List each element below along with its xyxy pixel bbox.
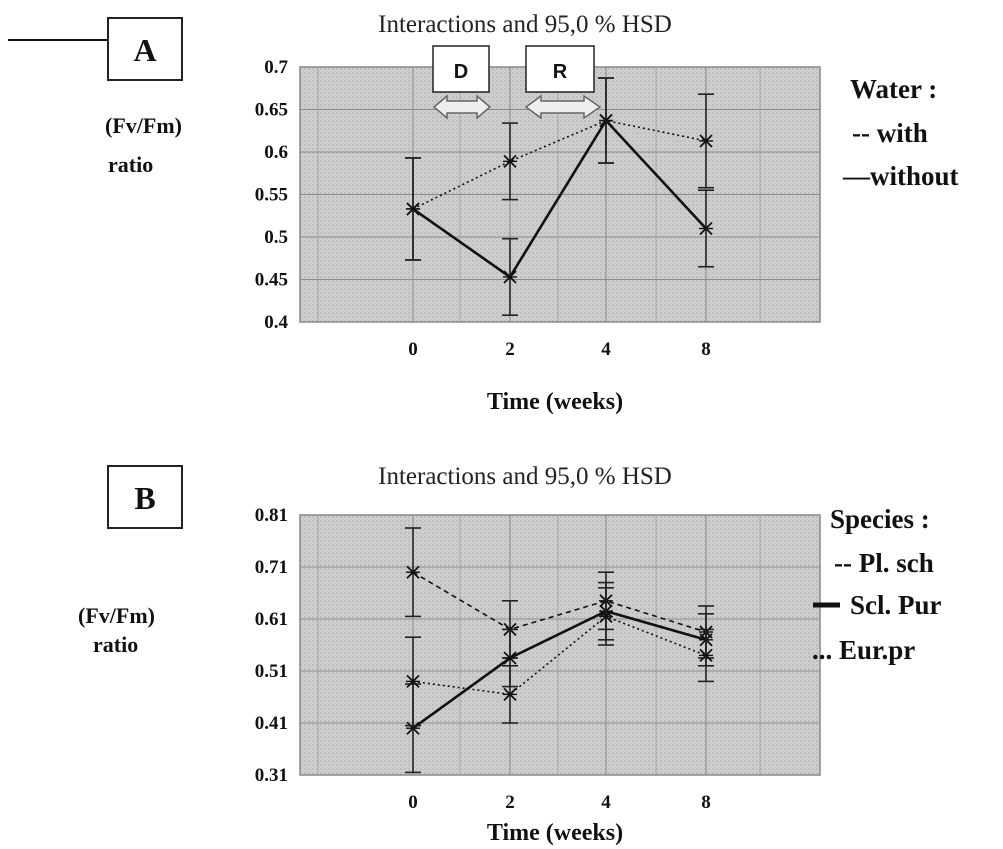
series-line-with [412,119,707,210]
y-tick-label: 0.31 [255,765,288,786]
panel-b-legend-scl-pur: Scl. Pur [850,590,942,620]
x-tick-label: 4 [601,339,611,360]
panel-a-ylabel-line1: (Fv/Fm) [105,113,182,138]
x-tick-label: 4 [601,792,611,813]
y-tick-label: 0.45 [255,270,288,291]
data-point [699,221,713,236]
data-point [503,154,517,168]
panel-a-title: Interactions and 95,0 % HSD [378,11,672,38]
panel-b-ylabel-line1: (Fv/Fm) [78,603,155,628]
panel-b-y-ticks: 0.31 0.41 0.51 0.61 0.71 0.81 [255,505,288,786]
x-tick-label: 8 [701,792,711,813]
data-point [503,687,517,702]
panel-a-label-box [107,17,183,81]
y-tick-label: 0.5 [264,227,288,248]
data-point [406,565,420,579]
panel-a-x-ticks: 0 2 4 8 [408,339,711,360]
panel-a-xlabel: Time (weeks) [487,389,623,415]
panel-a-ylabel-line2: ratio [108,152,153,177]
panel-b-ylabel-line2: ratio [93,632,138,657]
y-tick-label: 0.41 [255,713,288,734]
data-point [699,648,713,663]
y-tick-label: 0.55 [255,185,288,206]
y-tick-label: 0.81 [255,505,288,526]
annotation-d-label: D [454,61,468,83]
y-tick-label: 0.6 [264,142,288,163]
data-point [503,270,517,284]
data-point [503,651,517,665]
panel-a-legend-title: Water : [850,74,937,104]
panel-a-y-ticks: 0.4 0.45 0.5 0.55 0.6 0.65 0.7 [255,57,289,333]
series-line-eur-pr [412,615,707,696]
panel-b-plot-area [299,514,821,776]
series-line-pl-sch [412,571,707,633]
x-tick-label: 2 [505,339,515,360]
panel-b-series [405,527,714,774]
y-tick-label: 0.4 [264,312,288,333]
panel-b-xlabel: Time (weeks) [487,820,623,846]
panel-b-legend-title: Species : [830,504,930,534]
data-point [599,113,613,128]
panel-b-x-ticks: 0 2 4 8 [408,792,711,813]
x-tick-label: 0 [408,339,418,360]
y-tick-label: 0.65 [255,100,288,121]
data-point [599,609,613,624]
panel-b-label-box [107,465,183,529]
data-point [406,674,420,689]
y-tick-label: 0.7 [264,57,288,78]
y-tick-label: 0.51 [255,661,288,682]
panel-a-legend-with: -- with [852,118,928,148]
annotation-r-box [525,45,595,93]
x-tick-label: 0 [408,792,418,813]
series-line-without [412,118,707,279]
x-tick-label: 8 [701,339,711,360]
y-tick-label: 0.71 [255,557,288,578]
annotation-d-box [432,45,490,93]
panel-b-legend-eur-pr: ... Eur.pr [812,635,915,665]
panel-a: A Interactions and 95,0 % HSD (Fv/Fm) ra… [8,11,959,415]
data-point [406,202,420,216]
panel-b-label: B [134,480,155,516]
panel-a-label: A [133,32,156,68]
panel-a-legend-without: —without [842,161,959,191]
annotation-r-arrow [524,94,602,120]
panel-b-legend-pl-sch: -- Pl. sch [834,548,934,578]
panel-a-series [405,77,714,317]
y-tick-label: 0.61 [255,609,288,630]
panel-b-title: Interactions and 95,0 % HSD [378,463,672,490]
data-point [406,721,420,735]
annotation-d-arrow [432,94,492,120]
x-tick-label: 2 [505,792,515,813]
data-point [699,134,713,148]
annotation-r-label: R [553,61,568,83]
panel-b: B Interactions and 95,0 % HSD (Fv/Fm) ra… [78,463,942,846]
series-line-scl-pur [412,609,707,730]
